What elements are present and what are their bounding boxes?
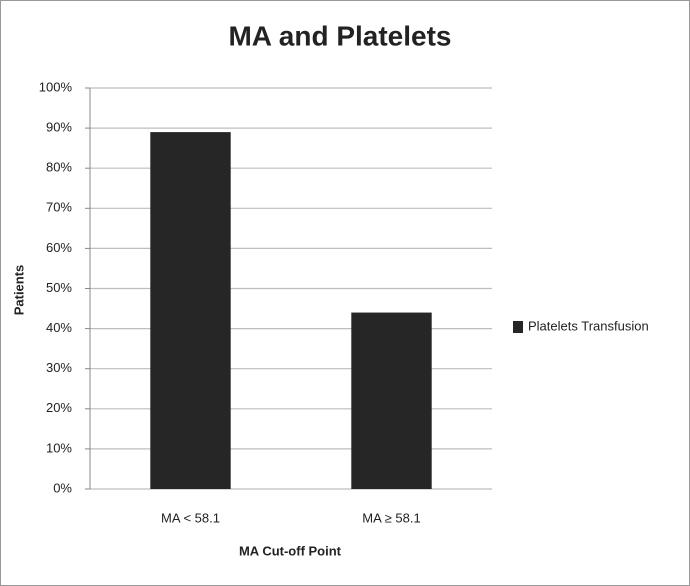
y-tick-label: 10% xyxy=(46,440,72,455)
legend-swatch xyxy=(513,321,523,333)
x-tick-label: MA ≥ 58.1 xyxy=(362,510,420,525)
y-tick-label: 90% xyxy=(46,120,72,135)
x-axis-title: MA Cut-off Point xyxy=(239,543,342,558)
y-tick-label: 40% xyxy=(46,320,72,335)
y-tick-label: 70% xyxy=(46,200,72,215)
y-tick-label: 100% xyxy=(39,79,73,94)
chart-title: MA and Platelets xyxy=(228,20,451,51)
y-tick-label: 80% xyxy=(46,160,72,175)
y-tick-label: 60% xyxy=(46,240,72,255)
y-tick-label: 0% xyxy=(53,480,72,495)
y-axis-title: Patients xyxy=(11,265,26,316)
bar xyxy=(351,312,432,489)
y-tick-label: 20% xyxy=(46,400,72,415)
bar xyxy=(150,132,231,490)
legend-label: Platelets Transfusion xyxy=(528,318,649,333)
y-tick-label: 50% xyxy=(46,280,72,295)
y-tick-label: 30% xyxy=(46,360,72,375)
x-tick-label: MA < 58.1 xyxy=(161,510,220,525)
